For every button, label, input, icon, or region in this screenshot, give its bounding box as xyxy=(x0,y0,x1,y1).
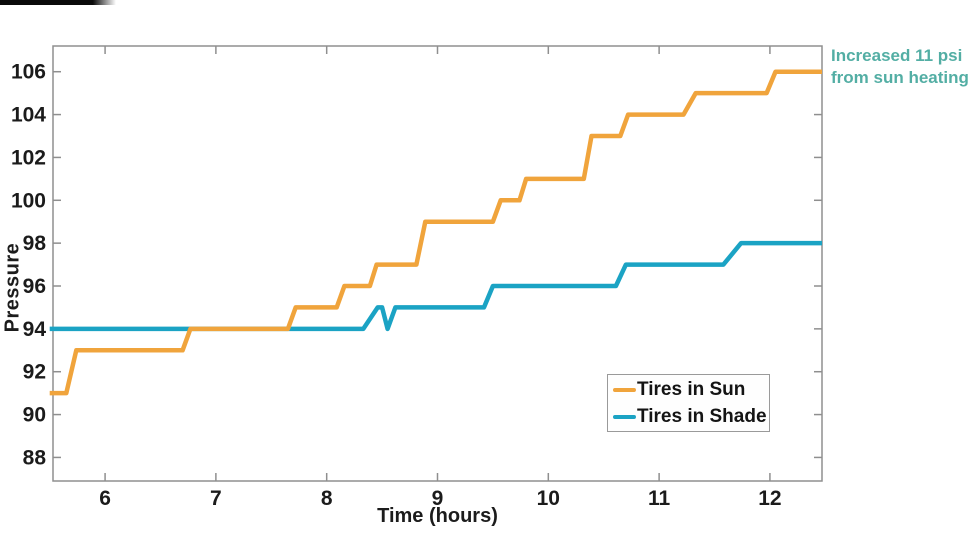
y-tick-label: 100 xyxy=(11,189,46,212)
x-tick-label: 11 xyxy=(648,487,671,510)
series-line-tires-in-sun xyxy=(49,69,822,396)
x-tick-label: 7 xyxy=(210,487,222,510)
annotation-line-1: Increased 11 psi xyxy=(831,46,963,65)
series-line-tires-in-shade xyxy=(49,240,822,332)
y-tick-label: 96 xyxy=(23,275,46,298)
legend-label-sun: Tires in Sun xyxy=(637,378,746,400)
x-tick-label: 8 xyxy=(321,487,333,510)
x-tick-label: 10 xyxy=(537,487,560,510)
shade-line-swatch xyxy=(613,414,636,419)
y-axis-title: Pressure xyxy=(1,242,24,333)
screen-edge-artifact xyxy=(0,0,116,5)
annotation-line-2: from sun heating xyxy=(831,68,969,88)
y-tick-label: 94 xyxy=(23,318,47,341)
x-tick-label: 9 xyxy=(432,487,444,510)
x-axis-title: Time (hours) xyxy=(377,505,498,527)
y-tick-label: 106 xyxy=(11,61,46,84)
x-tick-label: 6 xyxy=(99,487,111,510)
legend-item-tires-in-sun: Tires in Sun xyxy=(613,376,769,403)
y-tick-label: 98 xyxy=(23,232,47,255)
y-tick-label: 88 xyxy=(23,446,47,469)
chart-legend: Tires in Sun Tires in Shade xyxy=(607,374,770,432)
y-tick-label: 92 xyxy=(23,361,46,384)
legend-item-tires-in-shade: Tires in Shade xyxy=(613,403,769,430)
legend-label-shade: Tires in Shade xyxy=(637,405,767,427)
sun-line-swatch xyxy=(613,387,636,392)
chart-annotation: Increased 11 psi from sun heating xyxy=(831,45,980,90)
y-tick-label: 104 xyxy=(11,104,46,127)
y-tick-label: 90 xyxy=(23,404,46,427)
y-tick-label: 102 xyxy=(11,146,46,169)
x-tick-label: 12 xyxy=(758,487,781,510)
